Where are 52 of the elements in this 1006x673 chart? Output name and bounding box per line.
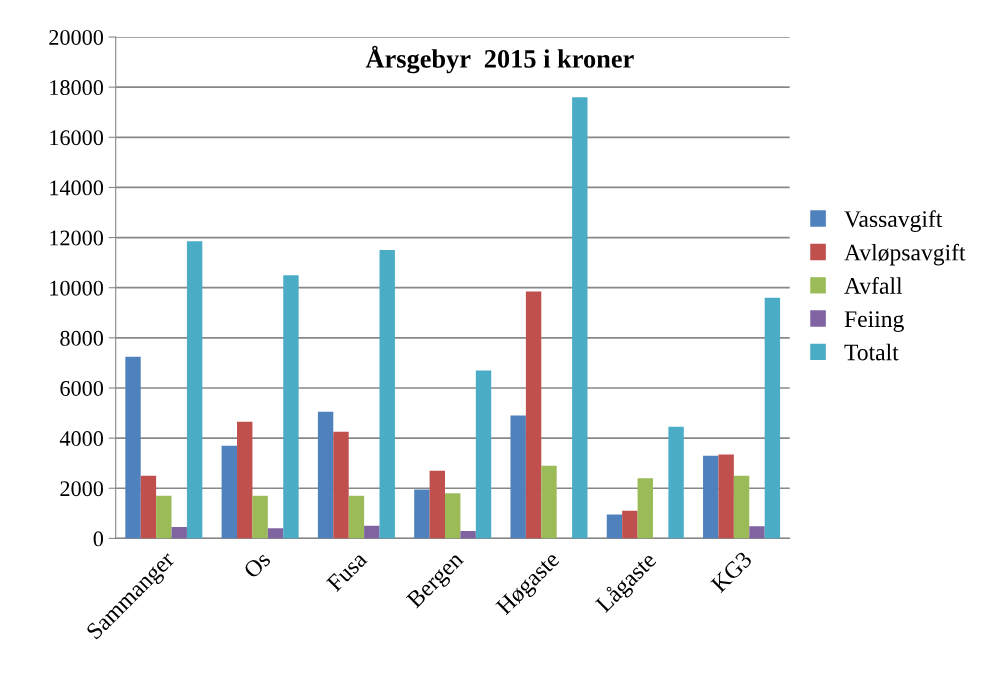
bar bbox=[156, 495, 172, 539]
bar bbox=[125, 356, 141, 539]
y-tick-label: 0 bbox=[93, 531, 104, 547]
bar bbox=[317, 411, 334, 539]
bar bbox=[749, 526, 765, 539]
bar bbox=[379, 250, 395, 539]
bar bbox=[186, 241, 203, 539]
y-tick-label: 18000 bbox=[50, 80, 104, 96]
bar bbox=[541, 465, 557, 539]
y-tick-label: 8000 bbox=[60, 330, 104, 346]
bar bbox=[764, 297, 781, 539]
bar bbox=[475, 370, 492, 539]
x-tick-label: Fusa bbox=[326, 550, 368, 593]
bar bbox=[703, 455, 719, 539]
bar bbox=[252, 495, 268, 539]
bar bbox=[510, 415, 526, 539]
y-tick-label: 20000 bbox=[49, 29, 104, 45]
bar bbox=[733, 475, 750, 539]
legend-label: Avløpsavgift bbox=[844, 243, 966, 266]
y-tick-label: 16000 bbox=[50, 130, 104, 146]
bar bbox=[171, 527, 187, 539]
bar bbox=[221, 445, 238, 539]
y-tick-label: 12000 bbox=[50, 230, 104, 246]
legend-label: Vassavgift bbox=[844, 210, 943, 232]
bar bbox=[460, 530, 476, 539]
bar bbox=[348, 495, 365, 539]
legend-label: Totalt bbox=[844, 343, 899, 361]
bar bbox=[364, 525, 380, 539]
bar bbox=[622, 510, 638, 539]
bar bbox=[445, 493, 461, 539]
bar bbox=[140, 475, 157, 539]
x-tick-label: Os bbox=[242, 550, 272, 580]
legend-label: Feiing bbox=[844, 311, 904, 332]
bar bbox=[414, 489, 430, 539]
y-tick-label: 6000 bbox=[60, 380, 104, 396]
y-tick-label: 4000 bbox=[59, 431, 104, 447]
bar bbox=[237, 421, 253, 539]
bar bbox=[637, 478, 653, 539]
bar bbox=[606, 514, 623, 539]
bar bbox=[267, 528, 284, 539]
bar bbox=[429, 470, 445, 539]
legend-label: Avfall bbox=[844, 277, 903, 294]
y-tick-label: 10000 bbox=[50, 280, 104, 296]
bar bbox=[525, 291, 542, 539]
bar bbox=[572, 97, 588, 539]
bar bbox=[333, 431, 349, 539]
y-tick-label: 2000 bbox=[60, 481, 104, 497]
bar bbox=[283, 275, 299, 539]
chart-title: Årsgebyr 2015 i kroner bbox=[365, 45, 634, 74]
y-tick-label: 14000 bbox=[50, 180, 104, 196]
bar bbox=[668, 426, 684, 539]
bar bbox=[718, 454, 734, 539]
